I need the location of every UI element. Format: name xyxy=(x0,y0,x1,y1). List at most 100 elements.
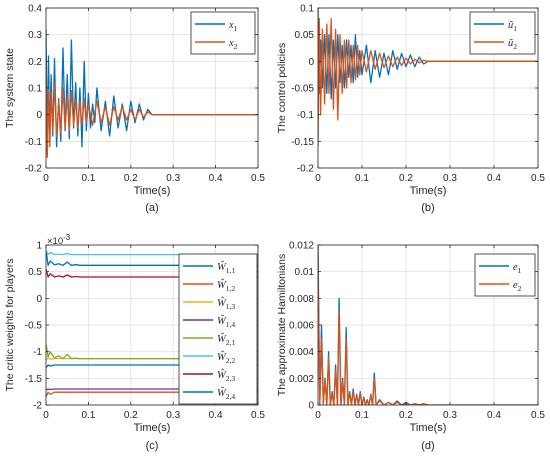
y-tick-label: 0.1 xyxy=(300,4,314,15)
x-tick-label: 0.4 xyxy=(209,173,223,184)
x-tick-label: 0.2 xyxy=(124,410,138,421)
legend-label: Ŵ1,4 xyxy=(217,314,235,329)
y-tick-label: 0 xyxy=(308,401,314,412)
legend-label: e2 xyxy=(513,280,522,293)
y-tick-label: 0.01 xyxy=(295,267,315,278)
panel-caption: (b) xyxy=(421,202,434,214)
series-group xyxy=(318,245,538,405)
legend-label: Ŵ1,1 xyxy=(217,260,235,275)
y-tick-label: -0.2 xyxy=(297,164,315,175)
x-tick-label: 0.3 xyxy=(443,410,457,421)
y-tick-label: -0.15 xyxy=(291,137,314,148)
x-tick-label: 0.1 xyxy=(355,410,369,421)
legend-label: ŭ1 xyxy=(508,20,517,33)
panel-caption: (c) xyxy=(146,440,159,452)
series-line-Ŵ_2,2 xyxy=(46,250,258,256)
x-tick-label: 0.2 xyxy=(124,173,138,184)
x-tick-label: 0.1 xyxy=(355,173,369,184)
x-tick-label: 0 xyxy=(43,410,49,421)
x-tick-label: 0.4 xyxy=(487,173,501,184)
y-tick-label: 0.2 xyxy=(28,57,42,68)
x-tick-label: 0.2 xyxy=(399,410,413,421)
x-axis-label: Time(s) xyxy=(134,185,171,197)
x-tick-label: 0.5 xyxy=(251,410,265,421)
x-axis-label: Time(s) xyxy=(410,422,447,434)
axis-multiplier: ×10-3 xyxy=(47,233,71,247)
x-tick-label: 0.3 xyxy=(443,173,457,184)
legend-label: ŭ2 xyxy=(508,38,517,51)
x-tick-label: 0.5 xyxy=(251,173,265,184)
series-group xyxy=(46,250,258,398)
y-tick-label: 0.5 xyxy=(28,267,42,278)
legend-box xyxy=(474,253,536,297)
series-line-ŭ_2 xyxy=(318,18,538,147)
legend-label: e1 xyxy=(513,262,522,275)
x-tick-label: 0.4 xyxy=(209,410,223,421)
panel-caption: (a) xyxy=(145,202,158,214)
y-axis-label: The critic weights for players xyxy=(4,258,16,391)
x-tick-label: 0.3 xyxy=(166,173,180,184)
y-tick-label: 1 xyxy=(36,241,42,252)
series-line-Ŵ_2,1 xyxy=(46,343,258,360)
y-tick-label: -2 xyxy=(33,401,42,412)
panel-caption: (d) xyxy=(421,440,434,452)
series-group xyxy=(318,8,538,147)
legend-label: Ŵ2,4 xyxy=(217,386,235,401)
y-tick-label: 0.002 xyxy=(289,374,314,385)
y-tick-label: -0.1 xyxy=(25,137,43,148)
y-tick-label: -1 xyxy=(33,347,42,358)
series-line-Ŵ_2,3 xyxy=(46,268,258,278)
y-tick-label: 0.004 xyxy=(289,347,314,358)
x-tick-label: 0.5 xyxy=(531,410,545,421)
x-tick-label: 0 xyxy=(315,410,321,421)
legend: Ŵ1,1 Ŵ1,2 Ŵ1,3 Ŵ1,4 Ŵ2,1 Ŵ2,2 Ŵ2,3 Ŵ2,4 xyxy=(178,253,258,405)
y-tick-label: 0 xyxy=(36,110,42,121)
legend-box xyxy=(190,11,256,55)
panel-c: 0 0.1 0.2 0.3 0.4 0.5 -2 -1.5 -1 -0.5 0 0.5 1 Time(s)… xyxy=(4,233,265,452)
panel-a: 0 0.1 0.2 0.3 0.4 0.5 -0.2 -0.1 0 0.1 0.2 0.3 0.4 Tim… xyxy=(4,4,265,215)
y-axis-label: The control policies xyxy=(276,43,288,133)
y-tick-label: 0.3 xyxy=(28,30,42,41)
series-group xyxy=(46,29,258,158)
y-tick-label: 0 xyxy=(308,57,314,68)
x-tick-label: 0.1 xyxy=(81,173,95,184)
legend-box xyxy=(469,11,536,55)
x-tick-label: 0.4 xyxy=(487,410,501,421)
y-tick-label: -0.5 xyxy=(25,321,43,332)
y-axis-label: The system state xyxy=(4,48,16,128)
y-tick-label: 0 xyxy=(36,294,42,305)
legend-box xyxy=(178,253,258,405)
series-line-Ŵ_1,2 xyxy=(46,391,258,398)
series-line-x_2 xyxy=(46,69,258,158)
y-tick-label: 0.012 xyxy=(289,241,314,252)
legend-label: Ŵ1,3 xyxy=(217,296,235,311)
x-tick-label: 0.5 xyxy=(531,173,545,184)
legend-label: Ŵ2,1 xyxy=(217,332,235,347)
legend-label: x2 xyxy=(228,38,238,51)
x-axis-label: Time(s) xyxy=(410,185,447,197)
y-tick-label: -1.5 xyxy=(25,374,43,385)
panel-b: 0 0.1 0.2 0.3 0.4 0.5 -0.2 -0.15 -0.1 -0.05 0 0.05 0… xyxy=(276,4,545,215)
series-line-e_2 xyxy=(318,264,538,405)
legend-label: x1 xyxy=(228,20,238,33)
series-line-Ŵ_1,4 xyxy=(46,388,258,391)
y-tick-label: -0.2 xyxy=(25,164,43,175)
y-axis-label: The approximate Hamiltonians xyxy=(276,254,288,396)
y-tick-label: 0.05 xyxy=(295,30,315,41)
legend-label: Ŵ2,2 xyxy=(217,350,235,365)
x-axis-label: Time(s) xyxy=(134,422,171,434)
y-tick-label: 0.1 xyxy=(28,84,42,95)
panel-d: 0 0.1 0.2 0.3 0.4 0.5 0 0.002 0.004 0.006 0.008 0.0… xyxy=(276,241,545,453)
x-tick-label: 0.3 xyxy=(166,410,180,421)
legend-label: Ŵ2,3 xyxy=(217,368,235,383)
y-tick-label: -0.05 xyxy=(291,84,314,95)
series-line-Ŵ_1,1 xyxy=(46,250,258,266)
x-tick-label: 0 xyxy=(315,173,321,184)
y-tick-label: 0.4 xyxy=(28,4,42,15)
legend-label: Ŵ1,2 xyxy=(217,278,235,293)
series-line-Ŵ_2,4 xyxy=(46,364,258,369)
